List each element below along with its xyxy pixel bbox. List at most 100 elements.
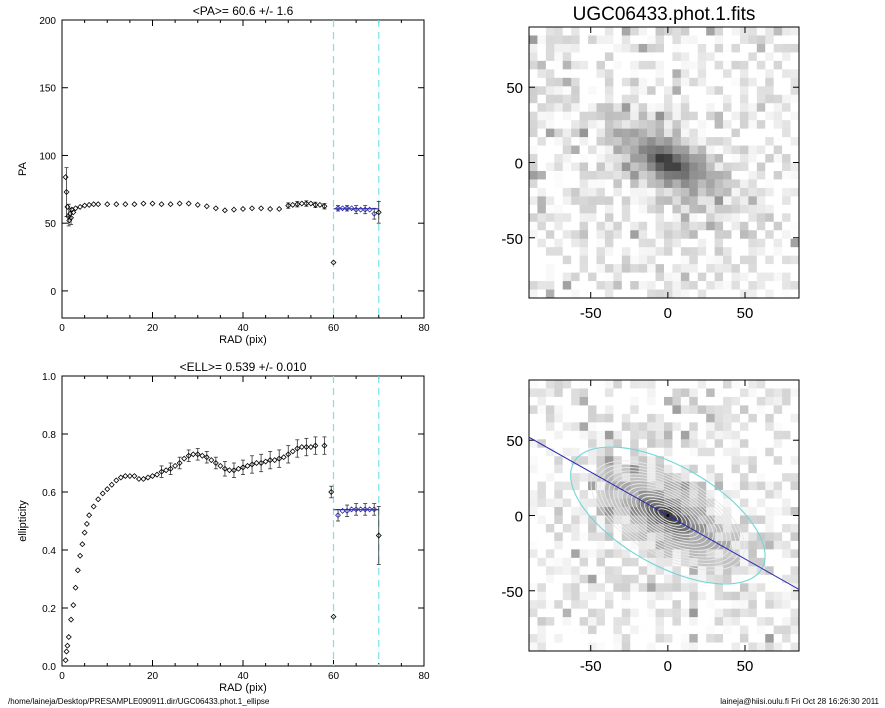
image-pixel: [621, 396, 631, 406]
image-pixel: [731, 103, 741, 113]
image-pixel: [647, 94, 656, 104]
image-pixel: [562, 289, 572, 299]
image-pixel: [697, 179, 707, 189]
image-pixel: [596, 422, 606, 432]
image-pixel: [604, 145, 614, 155]
image-pixel: [613, 515, 623, 525]
image-pixel: [655, 43, 665, 53]
image-pixel: [537, 380, 547, 389]
image-pixel: [739, 69, 749, 79]
image-pixel: [731, 600, 741, 610]
image-pixel: [731, 473, 741, 483]
data-point: [267, 457, 274, 464]
image-pixel: [630, 272, 640, 282]
image-pixel: [782, 532, 791, 542]
image-pixel: [680, 289, 690, 299]
image-pixel: [664, 255, 673, 265]
image-pixel: [655, 162, 665, 172]
image-pixel: [680, 549, 690, 559]
image-pixel: [604, 179, 614, 189]
image-pixel: [782, 120, 791, 130]
image-pixel: [706, 272, 716, 282]
image-pixel: [588, 557, 597, 567]
image-pixel: [773, 532, 783, 542]
image-pixel: [655, 430, 665, 440]
y-tick-label: 0.8: [42, 430, 56, 441]
image-pixel: [714, 27, 724, 36]
image-pixel: [739, 583, 749, 593]
image-pixel: [790, 238, 800, 248]
image-pixel: [529, 634, 538, 643]
image-pixel: [748, 523, 758, 533]
image-pixel: [723, 128, 732, 138]
image-pixel: [554, 77, 564, 87]
image-pixel: [571, 196, 581, 206]
data-point: [271, 457, 278, 464]
image-pixel: [571, 43, 581, 53]
image-pixel: [588, 94, 597, 104]
image-pixel: [529, 264, 538, 273]
image-pixel: [647, 490, 656, 499]
image-pixel: [621, 549, 631, 559]
image-pixel: [638, 264, 648, 273]
image-pixel: [697, 464, 707, 474]
image-pixel: [562, 69, 572, 79]
image-pixel: [773, 272, 783, 282]
image-pixel: [554, 69, 564, 79]
image-pixel: [562, 388, 572, 398]
data-point: [79, 541, 86, 548]
image-pixel: [588, 52, 597, 62]
image-pixel: [680, 380, 690, 389]
image-pixel: [706, 625, 716, 635]
image-pixel: [689, 111, 699, 121]
image-pixel: [782, 464, 791, 474]
image-pixel: [537, 238, 547, 248]
data-point: [312, 442, 319, 449]
image-pixel: [680, 60, 690, 70]
image-pixel: [739, 574, 749, 584]
image-pixel: [588, 264, 597, 273]
image-pixel: [731, 272, 741, 282]
image-pixel: [697, 128, 707, 138]
image-pixel: [554, 86, 564, 96]
image-pixel: [790, 264, 800, 273]
image-pixel: [579, 396, 589, 406]
image-pixel: [672, 583, 682, 593]
image-pixel: [765, 255, 775, 265]
x-tick-label: 50: [737, 658, 754, 675]
image-pixel: [689, 473, 699, 483]
image-pixel: [579, 162, 589, 172]
data-point: [298, 444, 305, 451]
image-pixel: [790, 154, 800, 163]
image-pixel: [748, 464, 758, 474]
image-pixel: [697, 422, 707, 432]
image-pixel: [680, 221, 690, 231]
image-pixel: [790, 77, 800, 87]
image-pixel: [739, 507, 749, 516]
image-pixel: [588, 111, 597, 121]
image-pixel: [756, 255, 766, 265]
image-pixel: [596, 634, 606, 643]
image-pixel: [765, 247, 775, 257]
data-point: [212, 460, 219, 466]
image-pixel: [765, 405, 775, 415]
image-pixel: [621, 422, 631, 432]
image-pixel: [790, 413, 800, 423]
image-pixel: [731, 213, 741, 223]
image-pixel: [756, 43, 766, 53]
image-pixel: [655, 103, 665, 113]
image-pixel: [689, 213, 699, 223]
image-pixel: [680, 608, 690, 618]
image-pixel: [537, 625, 547, 635]
image-pixel: [647, 255, 656, 265]
image-pixel: [604, 35, 614, 45]
image-pixel: [723, 490, 732, 499]
image-pixel: [630, 60, 640, 70]
image-pixel: [554, 583, 564, 593]
image-pixel: [545, 523, 555, 533]
image-pixel: [630, 396, 640, 406]
image-pixel: [782, 162, 791, 172]
y-tick-label: -50: [501, 231, 523, 248]
image-pixel: [697, 507, 707, 516]
image-pixel: [773, 196, 783, 206]
